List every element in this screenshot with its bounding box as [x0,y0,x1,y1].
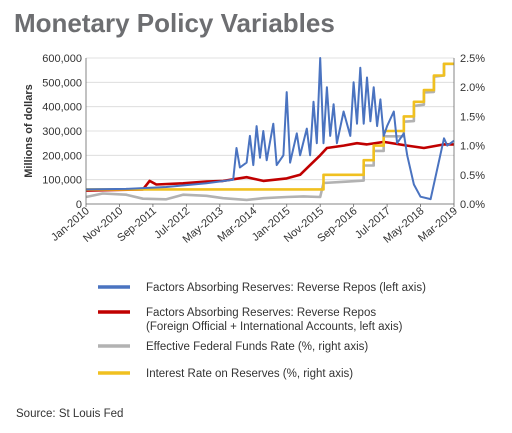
source-note: Source: St Louis Fed [16,408,123,420]
y-left-tick-label: 200,000 [42,150,82,162]
y-right-tick-label: 1.5% [460,111,485,123]
series-line-red [85,140,454,192]
legend-label: Factors Absorbing Reserves: Reverse Repo… [146,307,376,319]
chart-title: Monetary Policy Variables [14,8,335,38]
legend-label: Factors Absorbing Reserves: Reverse Repo… [146,282,426,294]
y-right-tick-label: 1.0% [460,141,485,153]
y-left-tick-label: 100,000 [42,175,82,187]
y-left-tick-label: 500,000 [42,77,82,89]
legend: Factors Absorbing Reserves: Reverse Repo… [98,282,426,380]
y-left-tick-label: 600,000 [42,53,82,65]
legend-label: (Foreign Official + International Accoun… [146,321,403,333]
y-right-tick-label: 2.5% [460,53,485,65]
y-left-tick-label: 0 [76,199,82,211]
y-right-tick-label: 2.0% [460,82,485,94]
series-line-blue [85,57,455,201]
y-left-tick-label: 400,000 [42,102,82,114]
y-left-tick-label: 300,000 [42,126,82,138]
y-right-tick-label: 0.5% [460,170,485,182]
plot-area [85,57,455,205]
y-right-tick-label: 0.0% [460,199,485,211]
legend-label: Interest Rate on Reserves (%, right axis… [146,368,353,380]
series-line-gold [86,62,454,191]
y-axis-title: Millions of dollars [23,84,35,178]
legend-label: Effective Federal Funds Rate (%, right a… [146,341,368,353]
